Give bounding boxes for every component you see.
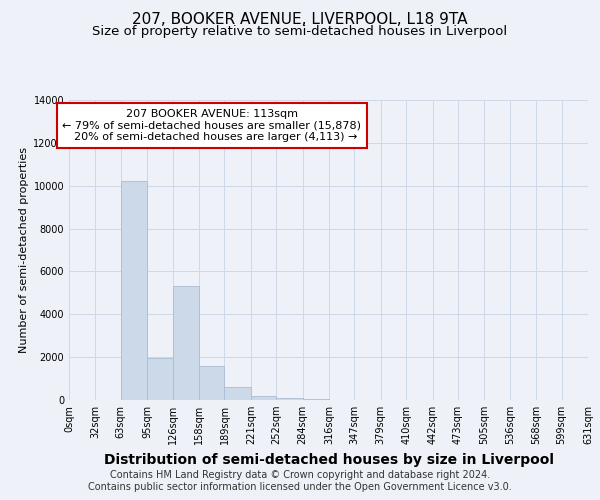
Text: Contains HM Land Registry data © Crown copyright and database right 2024.: Contains HM Land Registry data © Crown c…	[110, 470, 490, 480]
Bar	[224, 386, 251, 400]
Bar	[147, 358, 173, 400]
X-axis label: Distribution of semi-detached houses by size in Liverpool: Distribution of semi-detached houses by …	[104, 452, 554, 466]
Text: Contains public sector information licensed under the Open Government Licence v3: Contains public sector information licen…	[88, 482, 512, 492]
Bar	[251, 396, 276, 400]
Bar	[173, 286, 199, 400]
Text: 207 BOOKER AVENUE: 113sqm
← 79% of semi-detached houses are smaller (15,878)
  2: 207 BOOKER AVENUE: 113sqm ← 79% of semi-…	[62, 109, 361, 142]
Bar	[199, 366, 224, 400]
Bar	[302, 398, 329, 400]
Text: 207, BOOKER AVENUE, LIVERPOOL, L18 9TA: 207, BOOKER AVENUE, LIVERPOOL, L18 9TA	[132, 12, 468, 28]
Bar	[276, 398, 302, 400]
Y-axis label: Number of semi-detached properties: Number of semi-detached properties	[19, 147, 29, 353]
Bar	[121, 182, 147, 400]
Text: Size of property relative to semi-detached houses in Liverpool: Size of property relative to semi-detach…	[92, 25, 508, 38]
